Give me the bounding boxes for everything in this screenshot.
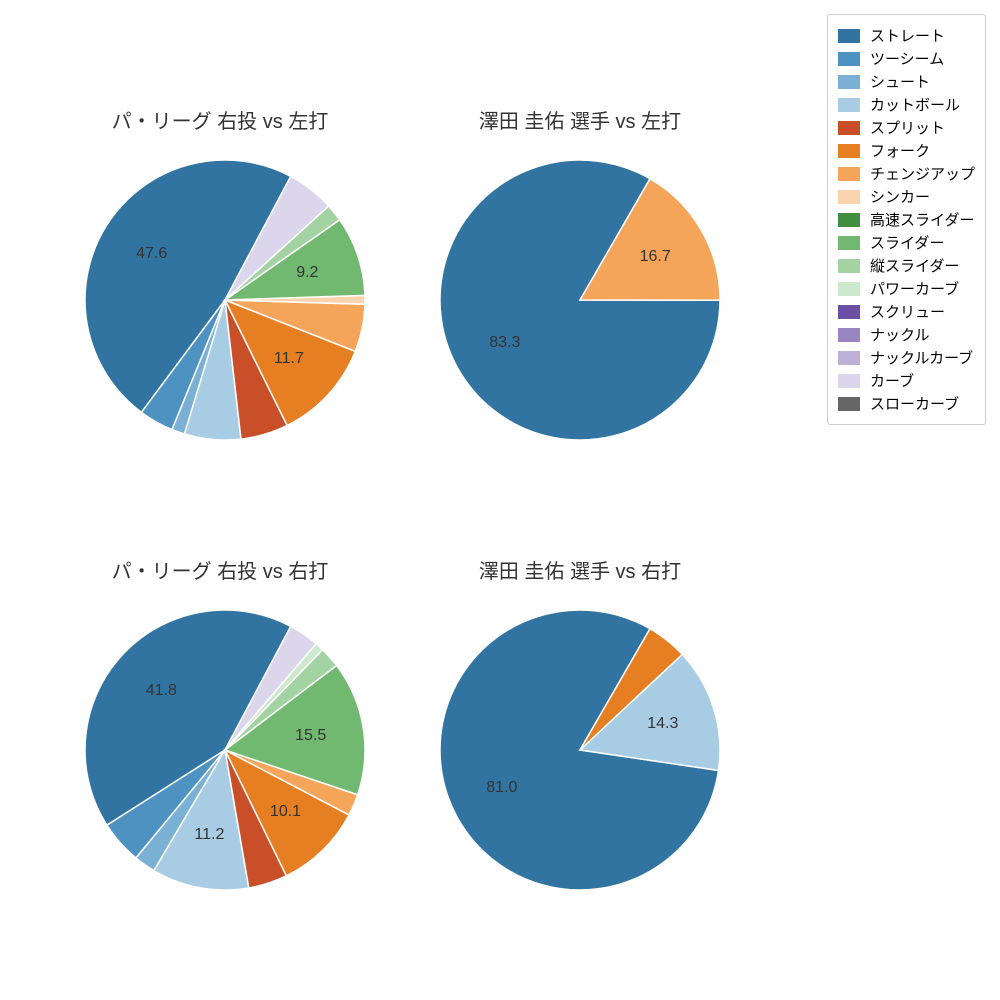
slice-straight — [85, 160, 291, 412]
slice-label-fork: 11.7 — [274, 350, 304, 368]
slice-label-fork: 10.1 — [270, 803, 301, 821]
legend-label-fork: フォーク — [870, 140, 930, 161]
legend-label-shoot: シュート — [870, 71, 930, 92]
legend-item-curve: カーブ — [838, 370, 975, 391]
slice-shoot — [136, 750, 225, 871]
slice-straight — [85, 610, 291, 825]
legend-label-vert_slider: 縦スライダー — [870, 255, 959, 276]
slice-label-straight: 41.8 — [146, 682, 177, 700]
legend-swatch-cutball — [838, 98, 860, 112]
legend-label-changeup: チェンジアップ — [870, 163, 975, 184]
legend-swatch-straight — [838, 29, 860, 43]
legend-item-screw: スクリュー — [838, 301, 975, 322]
slice-label-straight: 83.3 — [489, 334, 520, 352]
slice-sinker — [225, 295, 365, 304]
legend-label-power_curve: パワーカーブ — [870, 278, 959, 299]
legend-item-sinker: シンカー — [838, 186, 975, 207]
slice-cutball — [154, 750, 249, 890]
legend-item-split: スプリット — [838, 117, 975, 138]
slice-two_seam — [141, 300, 225, 430]
legend-item-fast_slider: 高速スライダー — [838, 209, 975, 230]
legend-swatch-slow_curve — [838, 397, 860, 411]
legend-swatch-knuckle_curve — [838, 351, 860, 365]
legend-label-cutball: カットボール — [870, 94, 960, 115]
legend-item-power_curve: パワーカーブ — [838, 278, 975, 299]
legend-item-slider: スライダー — [838, 232, 975, 253]
legend-item-cutball: カットボール — [838, 94, 975, 115]
legend-label-fast_slider: 高速スライダー — [870, 209, 974, 230]
slice-label-straight: 81.0 — [486, 779, 517, 797]
legend-swatch-slider — [838, 236, 860, 250]
legend-swatch-knuckle — [838, 328, 860, 342]
legend-swatch-sinker — [838, 190, 860, 204]
slice-label-cutball: 11.2 — [194, 826, 224, 844]
legend-item-changeup: チェンジアップ — [838, 163, 975, 184]
legend-label-knuckle_curve: ナックルカーブ — [870, 347, 973, 368]
legend-item-shoot: シュート — [838, 71, 975, 92]
slice-label-changeup: 16.7 — [640, 248, 671, 266]
legend-label-two_seam: ツーシーム — [870, 48, 944, 69]
legend-label-curve: カーブ — [870, 370, 914, 391]
legend-swatch-screw — [838, 305, 860, 319]
slice-cutball — [184, 300, 241, 440]
slice-vert_slider — [225, 206, 340, 300]
slice-label-slider: 15.5 — [295, 727, 326, 745]
legend-swatch-power_curve — [838, 282, 860, 296]
slice-straight — [440, 610, 718, 890]
legend-item-vert_slider: 縦スライダー — [838, 255, 975, 276]
legend-item-knuckle: ナックル — [838, 324, 975, 345]
slice-straight — [440, 160, 720, 440]
slice-changeup — [580, 179, 720, 301]
legend-item-two_seam: ツーシーム — [838, 48, 975, 69]
legend-label-slider: スライダー — [870, 232, 944, 253]
slice-label-straight: 47.6 — [136, 245, 167, 263]
legend-item-slow_curve: スローカーブ — [838, 393, 975, 414]
figure: パ・リーグ 右投 vs 左打 47.6 11.7 9.2 澤田 圭佑 選手 vs 左打 8… — [0, 0, 1000, 1000]
chart-title-tr: 澤田 圭佑 選手 vs 左打 — [420, 105, 740, 134]
legend-item-fork: フォーク — [838, 140, 975, 161]
legend: ストレートツーシームシュートカットボールスプリットフォークチェンジアップシンカー… — [827, 14, 986, 425]
legend-swatch-split — [838, 121, 860, 135]
legend-label-split: スプリット — [870, 117, 945, 138]
legend-label-screw: スクリュー — [870, 301, 945, 322]
slice-changeup — [225, 300, 365, 351]
legend-swatch-curve — [838, 374, 860, 388]
legend-swatch-two_seam — [838, 52, 860, 66]
slice-label-cutball: 14.3 — [647, 715, 678, 733]
slice-split — [225, 300, 287, 439]
legend-label-straight: ストレート — [870, 25, 945, 46]
slice-label-slider: 9.2 — [296, 264, 318, 282]
legend-item-knuckle_curve: ナックルカーブ — [838, 347, 975, 368]
legend-swatch-changeup — [838, 167, 860, 181]
legend-swatch-vert_slider — [838, 259, 860, 273]
chart-title-br: 澤田 圭佑 選手 vs 右打 — [420, 555, 740, 584]
chart-title-bl: パ・リーグ 右投 vs 右打 — [60, 555, 380, 584]
slice-shoot — [172, 300, 225, 434]
legend-item-straight: ストレート — [838, 25, 975, 46]
legend-label-slow_curve: スローカーブ — [870, 393, 959, 414]
legend-label-sinker: シンカー — [870, 186, 930, 207]
slice-slider — [225, 220, 365, 300]
legend-swatch-shoot — [838, 75, 860, 89]
legend-swatch-fast_slider — [838, 213, 860, 227]
chart-title-tl: パ・リーグ 右投 vs 左打 — [60, 105, 380, 134]
legend-label-knuckle: ナックル — [870, 324, 930, 345]
legend-swatch-fork — [838, 144, 860, 158]
slice-cutball — [580, 654, 720, 770]
